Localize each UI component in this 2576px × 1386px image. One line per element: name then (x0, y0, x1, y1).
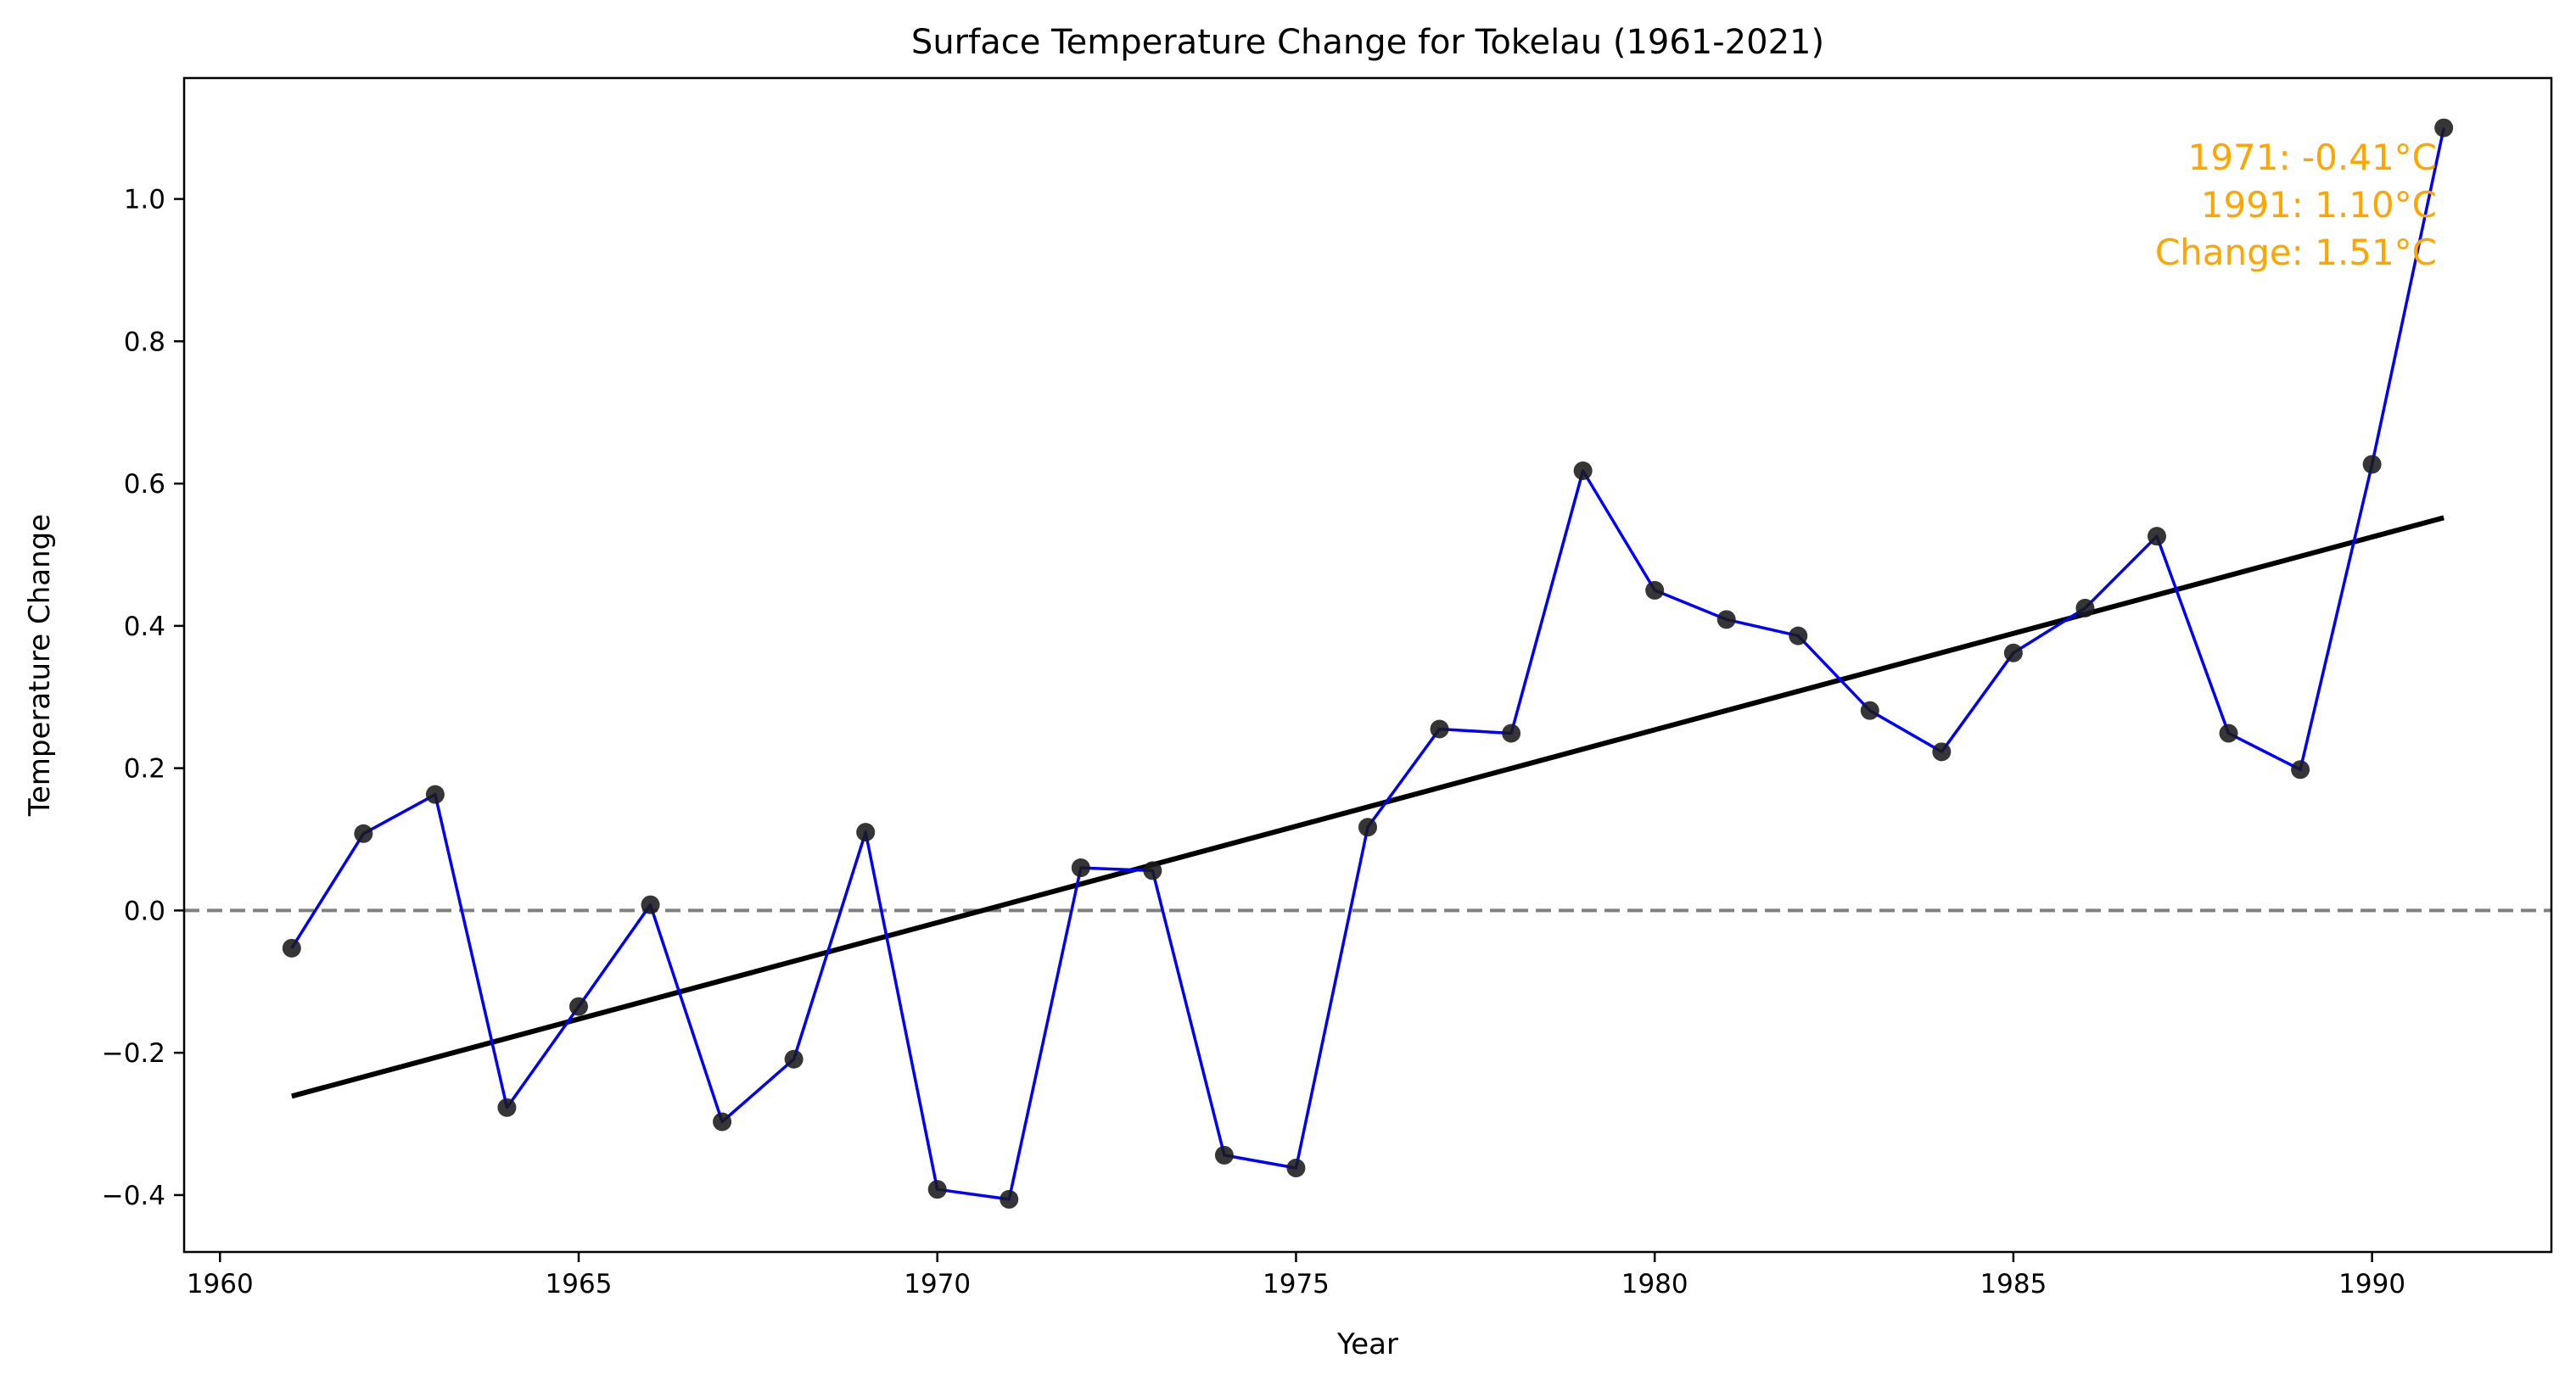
change-annotation: 1971: -0.41°C 1991: 1.10°C Change: 1.51°C (2155, 137, 2437, 273)
data-point-1965 (569, 997, 588, 1016)
x-tick-label-1975: 1975 (1263, 1269, 1330, 1299)
data-point-1979 (1573, 461, 1593, 481)
x-tick-label-1965: 1965 (546, 1269, 613, 1299)
y-axis-ticks: −0.4 −0.2 0.0 0.2 0.4 0.6 0.8 1.0 (102, 185, 184, 1211)
data-point-1990 (2362, 455, 2382, 474)
data-point-1983 (1860, 701, 1879, 720)
y-tick-label-0: −0.4 (102, 1181, 165, 1211)
y-tick-label-4: 0.4 (124, 612, 165, 642)
data-point-1971 (1000, 1189, 1019, 1209)
x-axis-title: Year (1336, 1327, 1398, 1361)
plot-area-frame (182, 76, 2553, 1254)
data-point-1964 (497, 1098, 517, 1117)
annotation-line-2: 1991: 1.10°C (2201, 184, 2437, 226)
data-point-1985 (2003, 643, 2023, 662)
y-tick-label-2: 0.0 (124, 896, 165, 926)
data-point-1986 (2075, 598, 2095, 618)
data-point-1974 (1214, 1145, 1234, 1165)
data-point-1976 (1358, 818, 1377, 837)
data-point-1975 (1286, 1159, 1306, 1178)
y-tick-label-7: 1.0 (124, 185, 165, 215)
data-point-1969 (856, 823, 876, 842)
data-point-1988 (2219, 724, 2238, 743)
data-point-1962 (354, 824, 373, 843)
data-point-1977 (1430, 719, 1449, 739)
data-point-1984 (1932, 742, 1952, 762)
data-point-1967 (713, 1112, 732, 1132)
y-tick-label-3: 0.2 (124, 754, 165, 785)
y-tick-label-5: 0.6 (124, 469, 165, 500)
data-point-1972 (1071, 858, 1090, 878)
data-point-1982 (1789, 626, 1808, 645)
marker-layer (282, 118, 2454, 1209)
y-tick-label-1: −0.2 (102, 1038, 165, 1069)
data-point-1966 (641, 895, 660, 914)
chart-title: Surface Temperature Change for Tokelau (… (911, 23, 1824, 62)
x-axis-ticks: 1960 1965 1970 1975 1980 1985 1990 (187, 1252, 2405, 1299)
data-point-1980 (1645, 580, 1665, 600)
data-point-1973 (1143, 861, 1162, 880)
x-tick-label-1980: 1980 (1621, 1269, 1688, 1299)
data-point-1963 (425, 785, 445, 804)
annotation-line-3: Change: 1.51°C (2155, 232, 2437, 273)
data-point-1961 (282, 938, 301, 958)
y-axis-title: Temperature Change (23, 514, 57, 817)
x-tick-label-1960: 1960 (187, 1269, 254, 1299)
data-point-1981 (1716, 610, 1736, 629)
data-point-1987 (2148, 527, 2166, 546)
x-tick-label-1985: 1985 (1980, 1269, 2047, 1299)
data-point-1991 (2434, 118, 2454, 137)
x-tick-label-1990: 1990 (2338, 1269, 2405, 1299)
x-tick-label-1970: 1970 (904, 1269, 971, 1299)
annotation-line-1: 1971: -0.41°C (2188, 137, 2437, 178)
data-point-1968 (784, 1049, 804, 1069)
data-point-1970 (927, 1180, 947, 1199)
y-tick-label-6: 0.8 (124, 327, 165, 357)
data-point-1989 (2291, 760, 2310, 780)
data-point-1978 (1502, 724, 1521, 743)
